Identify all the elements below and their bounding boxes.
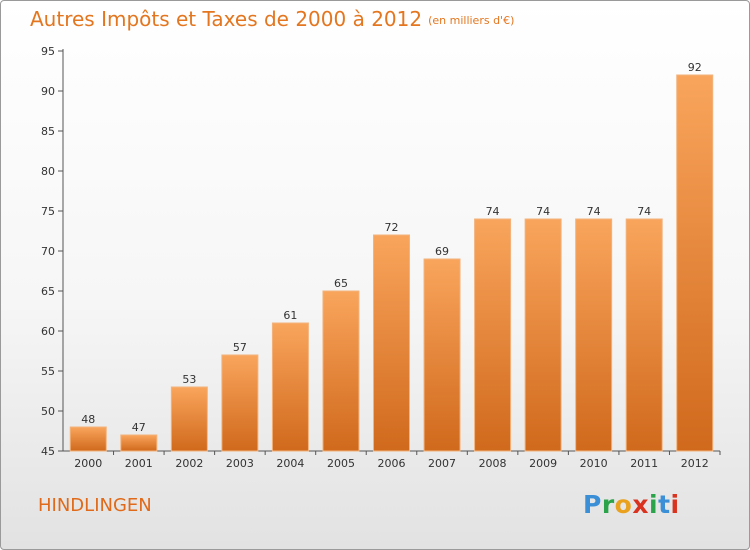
- x-tick-label-2011: 2011: [630, 457, 658, 470]
- bar-2003: [221, 354, 259, 452]
- data-label-2010: 74: [587, 205, 601, 218]
- chart-title: Autres Impôts et Taxes de 2000 à 2012: [30, 7, 423, 31]
- x-tick-label-2007: 2007: [428, 457, 456, 470]
- x-tick-label-2005: 2005: [327, 457, 355, 470]
- bar-2004: [271, 322, 309, 452]
- x-tick-label-2004: 2004: [276, 457, 304, 470]
- axes: 45 50 55 60 65 70 75 80 85 90 95 2000 2001 2002 2003 20…: [41, 45, 721, 470]
- x-tick-label-2010: 2010: [580, 457, 608, 470]
- data-label-2004: 61: [283, 309, 297, 322]
- data-label-2009: 74: [536, 205, 550, 218]
- logo-letter: o: [614, 490, 633, 519]
- bar-2009: [524, 218, 562, 452]
- logo-letter: t: [658, 490, 671, 519]
- proxiti-logo: Proxiti: [583, 490, 680, 519]
- data-labels: 48 47 53 57 61 65 72 69 74 74 74 74 92: [81, 61, 701, 434]
- x-tick-label-2008: 2008: [479, 457, 507, 470]
- logo-letter: x: [632, 490, 649, 519]
- bars: [69, 74, 714, 452]
- y-tick-label: 95: [41, 45, 55, 58]
- bar-2008: [474, 218, 512, 452]
- x-tick-label-2000: 2000: [74, 457, 102, 470]
- logo-letter: P: [583, 490, 602, 519]
- y-tick-label: 80: [41, 165, 55, 178]
- data-label-2011: 74: [637, 205, 651, 218]
- y-tick-label: 65: [41, 285, 55, 298]
- bar-2007: [423, 258, 461, 452]
- y-tick-label: 75: [41, 205, 55, 218]
- data-label-2012: 92: [688, 61, 702, 74]
- chart-title-block: Autres Impôts et Taxes de 2000 à 2012 (en…: [30, 7, 514, 31]
- x-tick-label-2001: 2001: [125, 457, 153, 470]
- logo-letter: i: [649, 490, 659, 519]
- x-tick-label-2006: 2006: [378, 457, 406, 470]
- bar-2011: [625, 218, 663, 452]
- y-tick-label: 45: [41, 445, 55, 458]
- y-tick-label: 50: [41, 405, 55, 418]
- y-tick-label: 85: [41, 125, 55, 138]
- data-label-2008: 74: [486, 205, 500, 218]
- data-label-2005: 65: [334, 277, 348, 290]
- data-label-2003: 57: [233, 341, 247, 354]
- data-label-2006: 72: [385, 221, 399, 234]
- bar-2010: [575, 218, 613, 452]
- bar-2006: [373, 234, 410, 452]
- city-name: HINDLINGEN: [38, 495, 152, 516]
- x-tick-label-2009: 2009: [529, 457, 557, 470]
- y-tick-label: 70: [41, 245, 55, 258]
- y-tick-label: 90: [41, 85, 55, 98]
- logo-letter: i: [670, 490, 680, 519]
- data-label-2002: 53: [182, 373, 196, 386]
- bar-2000: [69, 426, 107, 452]
- bar-2002: [170, 386, 208, 452]
- y-tick-label: 60: [41, 325, 55, 338]
- x-tick-label-2003: 2003: [226, 457, 254, 470]
- chart-unit: (en milliers d'€): [428, 14, 515, 27]
- bar-2001: [120, 434, 158, 452]
- data-label-2007: 69: [435, 245, 449, 258]
- x-tick-label-2012: 2012: [681, 457, 709, 470]
- y-tick-label: 55: [41, 365, 55, 378]
- x-tick-label-2002: 2002: [175, 457, 203, 470]
- bar-2005: [322, 290, 360, 452]
- data-label-2001: 47: [132, 421, 146, 434]
- data-label-2000: 48: [81, 413, 95, 426]
- bar-2012: [676, 74, 714, 452]
- logo-letter: r: [601, 490, 615, 519]
